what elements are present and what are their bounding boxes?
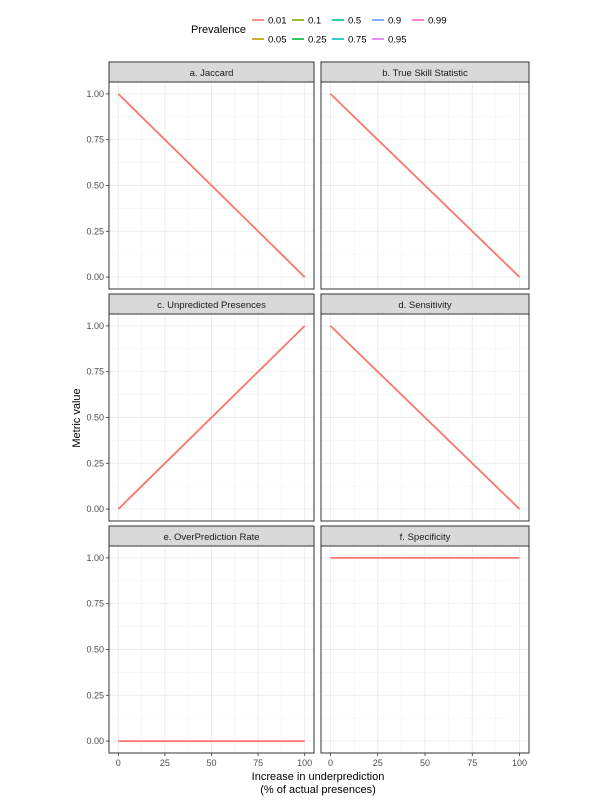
x-axis-title: Increase in underprediction	[252, 771, 385, 783]
legend-label: 0.1	[308, 16, 321, 27]
y-tick-label: 0.75	[86, 367, 104, 377]
facet-panel: b. True Skill Statistic	[320, 61, 530, 290]
y-tick-label: 1.00	[86, 89, 104, 99]
legend-label: 0.99	[428, 16, 447, 27]
y-tick-label: 0.50	[86, 645, 104, 655]
panel-border	[320, 313, 530, 522]
x-axis-title-line2: (% of actual presences)	[260, 784, 376, 796]
x-tick-label: 100	[297, 758, 312, 768]
x-tick-label: 50	[420, 758, 430, 768]
x-tick-label: 75	[467, 758, 477, 768]
legend-label: 0.75	[348, 35, 367, 46]
facet-title: b. True Skill Statistic	[382, 68, 468, 79]
y-tick-label: 0.25	[86, 690, 104, 700]
x-tick-label: 25	[373, 758, 383, 768]
x-tick-label: 75	[253, 758, 263, 768]
y-tick-label: 0.75	[86, 599, 104, 609]
x-tick-label: 0	[328, 758, 333, 768]
y-tick-label: 0.50	[86, 413, 104, 423]
legend-title: Prevalence	[191, 24, 246, 36]
facet-panel: f. Specificity 0 25 50 75 100	[320, 525, 530, 768]
x-tick-label: 25	[160, 758, 170, 768]
y-tick-label: 0.00	[86, 736, 104, 746]
series-line	[329, 325, 521, 510]
facet-panels: a. Jaccard 0.00 0.25 0.50 0.75 1.00 b. True Sk…	[86, 61, 530, 768]
y-tick-label: 1.00	[86, 553, 104, 563]
y-tick-label: 1.00	[86, 321, 104, 331]
facet-title: f. Specificity	[400, 532, 451, 543]
y-tick-label: 0.75	[86, 135, 104, 145]
x-tick-label: 100	[512, 758, 527, 768]
y-tick-label: 0.00	[86, 504, 104, 514]
series-line	[117, 325, 306, 510]
facet-title: d. Sensitivity	[398, 300, 452, 311]
x-tick-label: 0	[116, 758, 121, 768]
facet-panel: a. Jaccard 0.00 0.25 0.50 0.75 1.00	[86, 61, 315, 290]
legend-label: 0.9	[388, 16, 401, 27]
facet-title: e. OverPrediction Rate	[163, 532, 259, 543]
legend-label: 0.5	[348, 16, 361, 27]
legend-label: 0.01	[268, 16, 287, 27]
legend: Prevalence 0.01 0.05 0.1 0.25 0.5 0.75 0.9 0.95…	[191, 16, 447, 46]
legend-label: 0.25	[308, 35, 327, 46]
panel-border	[320, 81, 530, 290]
y-tick-label: 0.25	[86, 458, 104, 468]
facet-panel: d. Sensitivity	[320, 293, 530, 522]
facet-panel: e. OverPrediction Rate 0.00 0.25 0.50 0.75 1.…	[86, 525, 315, 768]
y-axis-title: Metric value	[71, 388, 83, 447]
x-tick-label: 50	[206, 758, 216, 768]
series-line	[329, 93, 521, 278]
facet-panel: c. Unpredicted Presences 0.00 0.25 0.50 0.75…	[86, 293, 315, 522]
facet-title: a. Jaccard	[190, 68, 234, 79]
y-tick-label: 0.50	[86, 181, 104, 191]
y-tick-label: 0.00	[86, 272, 104, 282]
series-line	[117, 93, 306, 278]
y-tick-label: 0.25	[86, 226, 104, 236]
facet-title: c. Unpredicted Presences	[157, 300, 266, 311]
legend-label: 0.95	[388, 35, 407, 46]
legend-label: 0.05	[268, 35, 287, 46]
